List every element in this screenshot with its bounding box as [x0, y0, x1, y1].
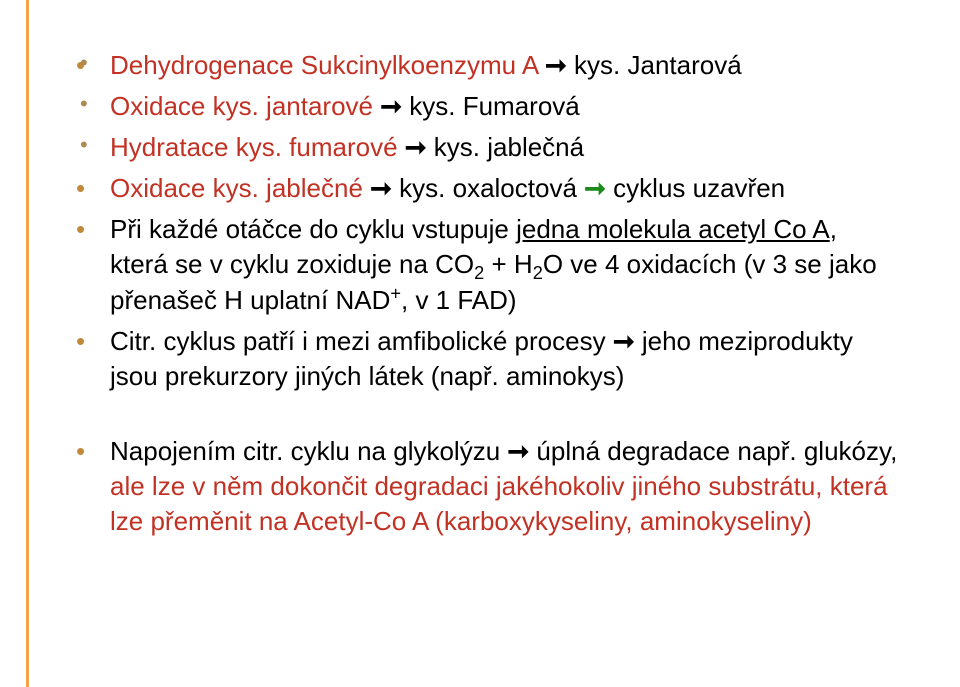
list-item: Hydratace kys. fumarové ➞ kys. jablečná — [110, 130, 900, 165]
list-item: Dehydrogenace Sukcinylkoenzymu A ➞ kys. … — [110, 48, 900, 83]
arrow-icon: ➞ — [545, 50, 567, 80]
text-red: Oxidace kys. jantarové — [110, 91, 380, 121]
text: kys. oxaloctová — [392, 173, 584, 203]
text-red: Oxidace kys. jablečné — [110, 173, 370, 203]
text: kys. Fumarová — [402, 91, 580, 121]
list-item: Oxidace kys. jablečné ➞ kys. oxaloctová … — [110, 171, 900, 206]
text: cyklus uzavřen — [606, 173, 785, 203]
subscript: 2 — [474, 264, 484, 284]
list-item: Citr. cyklus patří i mezi amfibolické pr… — [110, 324, 900, 394]
text: , v 1 FAD) — [401, 285, 517, 315]
accent-bar — [26, 0, 29, 687]
text: + H — [484, 249, 532, 279]
text-underline: jedna molekula acetyl Co A — [516, 214, 830, 244]
text-red: Hydratace kys. fumarové — [110, 132, 405, 162]
spacer — [110, 400, 900, 434]
arrow-icon: ➞ — [507, 436, 529, 466]
text-red: Dehydrogenace Sukcinylkoenzymu A — [110, 50, 545, 80]
arrow-green-icon: ➞ — [584, 173, 606, 203]
arrow-icon: ➞ — [613, 326, 635, 356]
subscript: 2 — [533, 264, 543, 284]
list-item: Napojením citr. cyklu na glykolýzu ➞ úpl… — [110, 434, 900, 539]
text: Napojením citr. cyklu na glykolýzu — [110, 436, 507, 466]
text: Citr. cyklus patří i mezi amfibolické pr… — [110, 326, 613, 356]
bullet-list-level1: Dehydrogenace Sukcinylkoenzymu A ➞ kys. … — [110, 48, 900, 394]
text: O — [543, 249, 563, 279]
bullet-list-level2: Dehydrogenace Sukcinylkoenzymu A ➞ kys. … — [110, 48, 900, 165]
arrow-icon: ➞ — [380, 91, 402, 121]
list-item: Oxidace kys. jantarové ➞ kys. Fumarová — [110, 89, 900, 124]
list-item: Při každé otáčce do cyklu vstupuje jedna… — [110, 212, 900, 317]
text: kys. Jantarová — [567, 50, 742, 80]
list-item: Dehydrogenace Sukcinylkoenzymu A ➞ kys. … — [110, 48, 900, 165]
superscript: + — [390, 283, 401, 303]
text-red: ale lze v něm dokončit degradaci jakéhok… — [110, 471, 888, 536]
text: kys. jablečná — [427, 132, 585, 162]
arrow-icon: ➞ — [370, 173, 392, 203]
arrow-icon: ➞ — [405, 132, 427, 162]
text: úplná degradace např. glukózy, — [529, 436, 897, 466]
text: Při každé otáčce do cyklu vstupuje — [110, 214, 516, 244]
text: CO — [435, 249, 474, 279]
bullet-list-level1: Napojením citr. cyklu na glykolýzu ➞ úpl… — [110, 434, 900, 539]
slide: Dehydrogenace Sukcinylkoenzymu A ➞ kys. … — [0, 0, 960, 687]
